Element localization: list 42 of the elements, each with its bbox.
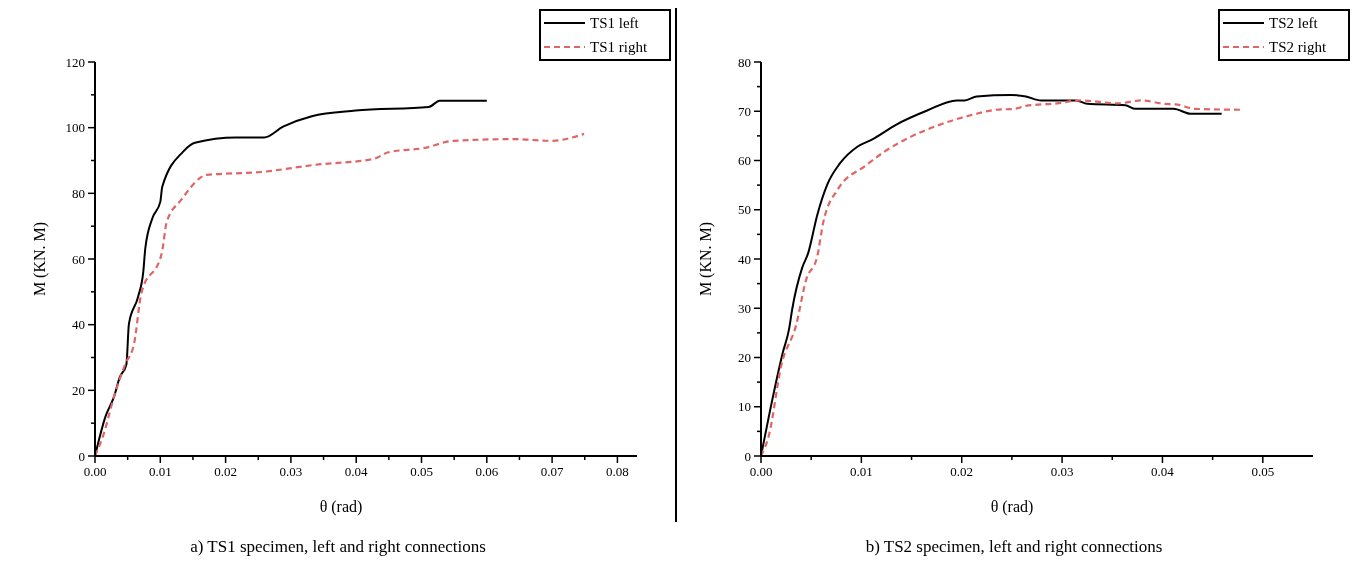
y-axis-title: M (KN. M) bbox=[31, 221, 49, 297]
line-series bbox=[93, 132, 586, 458]
y-tick-label: 120 bbox=[65, 54, 85, 70]
text: a) TS1 specimen, left and right connections bbox=[190, 537, 486, 556]
x-axis-title: θ (rad) bbox=[990, 498, 1034, 516]
x-tick-label: 0.04 bbox=[344, 464, 369, 479]
x-tick-label: 0.05 bbox=[410, 464, 433, 479]
x-tick-label: 0.01 bbox=[148, 464, 172, 479]
x-tick-label: 0.02 bbox=[214, 464, 237, 479]
y-tick-label: 80 bbox=[738, 54, 751, 70]
x-tick-label: 0.00 bbox=[749, 464, 773, 479]
y-tick-label: 40 bbox=[738, 251, 751, 267]
y-tick-label: 0 bbox=[78, 448, 85, 464]
y-tick-label: 60 bbox=[738, 153, 751, 168]
x-tick-label: 0.03 bbox=[279, 464, 303, 479]
y-tick-label: 30 bbox=[738, 300, 751, 316]
y-tick-label: 70 bbox=[738, 103, 751, 119]
x-tick-label: 0.05 bbox=[1251, 464, 1275, 479]
y-tick-label: 20 bbox=[72, 382, 85, 398]
y-tick-label: 0 bbox=[744, 448, 751, 464]
y-tick-label: 60 bbox=[72, 251, 85, 267]
y-tick-label: 80 bbox=[72, 185, 85, 201]
x-tick-label: 0.02 bbox=[950, 464, 974, 479]
text: b) TS2 specimen, left and right connections bbox=[865, 537, 1163, 556]
legend-label: TS2 right bbox=[1269, 39, 1327, 55]
y-tick-label: 10 bbox=[738, 399, 751, 415]
x-tick-label: 0.06 bbox=[475, 464, 499, 479]
legend-label: TS1 left bbox=[590, 15, 640, 31]
y-tick-label: 50 bbox=[738, 202, 751, 218]
x-tick-label: 0.07 bbox=[540, 464, 564, 479]
legend-label: TS2 left bbox=[1269, 15, 1319, 31]
y-axis-title: M (KN. M) bbox=[697, 221, 715, 297]
x-tick-label: 0.03 bbox=[1050, 464, 1074, 479]
legend-label: TS1 right bbox=[590, 39, 648, 55]
y-tick-label: 100 bbox=[65, 120, 85, 136]
y-tick-label: 20 bbox=[738, 350, 751, 365]
x-tick-label: 0.04 bbox=[1151, 464, 1175, 479]
x-tick-label: 0.08 bbox=[606, 464, 629, 479]
x-tick-label: 0.00 bbox=[83, 464, 107, 479]
y-tick-label: 40 bbox=[72, 317, 85, 333]
x-tick-label: 0.01 bbox=[849, 464, 873, 479]
x-axis-title: θ (rad) bbox=[319, 498, 363, 516]
